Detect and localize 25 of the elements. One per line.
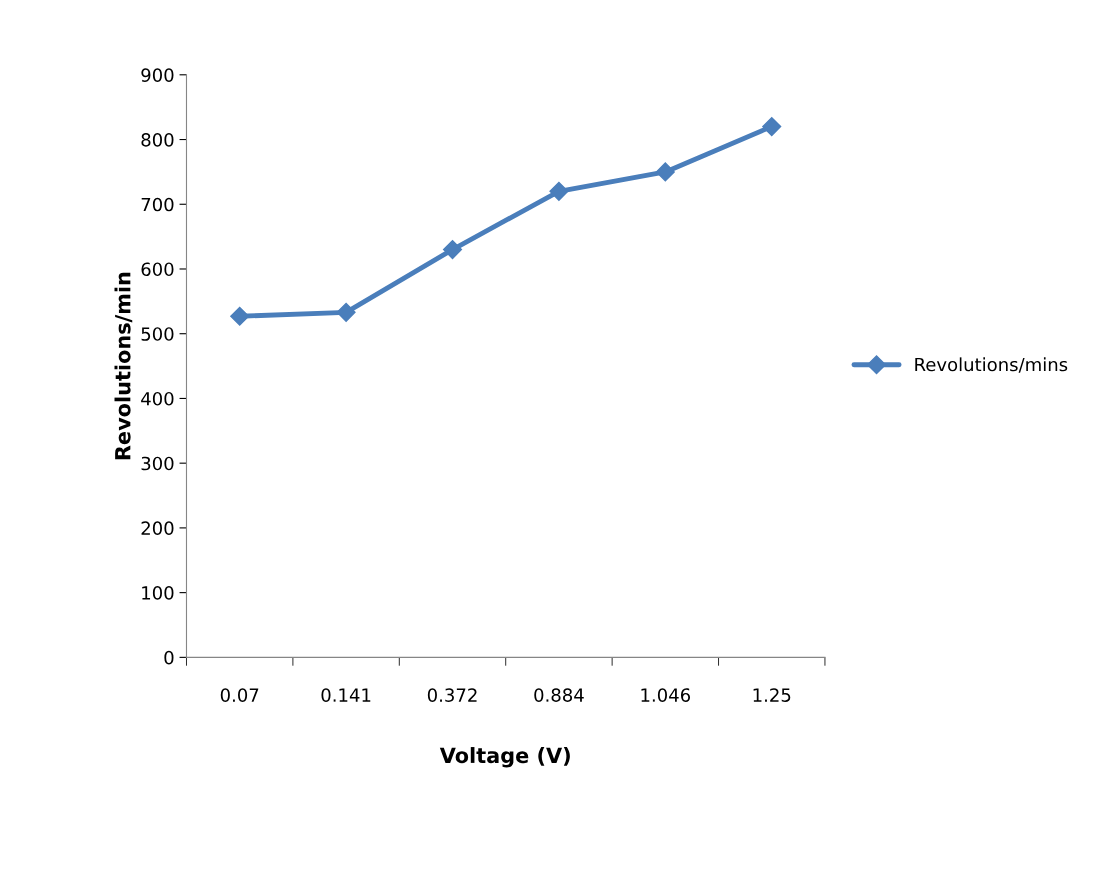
- point: [655, 162, 675, 182]
- legend-label: Revolutions/mins: [915, 357, 1068, 373]
- y-tick-label: 900: [141, 68, 174, 82]
- y-axis-title: Revolutions/min: [114, 272, 133, 460]
- point: [230, 306, 250, 326]
- x-tick-label: 1.25: [753, 688, 791, 702]
- y-tick-label: 300: [141, 456, 174, 471]
- y-tick-label: 800: [141, 132, 174, 147]
- x-tick-label: 0.372: [427, 688, 477, 702]
- point: [762, 117, 782, 137]
- y-tick-label: 200: [141, 521, 174, 536]
- y-tick-label: 500: [141, 327, 174, 341]
- point: [336, 302, 356, 322]
- y-tick-label: 400: [141, 391, 174, 406]
- x-tick-label: 0.884: [534, 688, 584, 702]
- y-tick-label: 700: [141, 197, 174, 212]
- x-tick-label: 0.141: [321, 688, 371, 702]
- x-axis-title: Voltage (V): [439, 747, 570, 768]
- point: [549, 181, 569, 201]
- y-tick-label: 100: [142, 586, 174, 600]
- point: [442, 240, 463, 260]
- x-tick-label: 1.046: [641, 688, 691, 702]
- y-tick-label: 600: [141, 262, 174, 277]
- y-tick-label: 0: [164, 650, 174, 665]
- x-tick-label: 0.07: [220, 688, 259, 702]
